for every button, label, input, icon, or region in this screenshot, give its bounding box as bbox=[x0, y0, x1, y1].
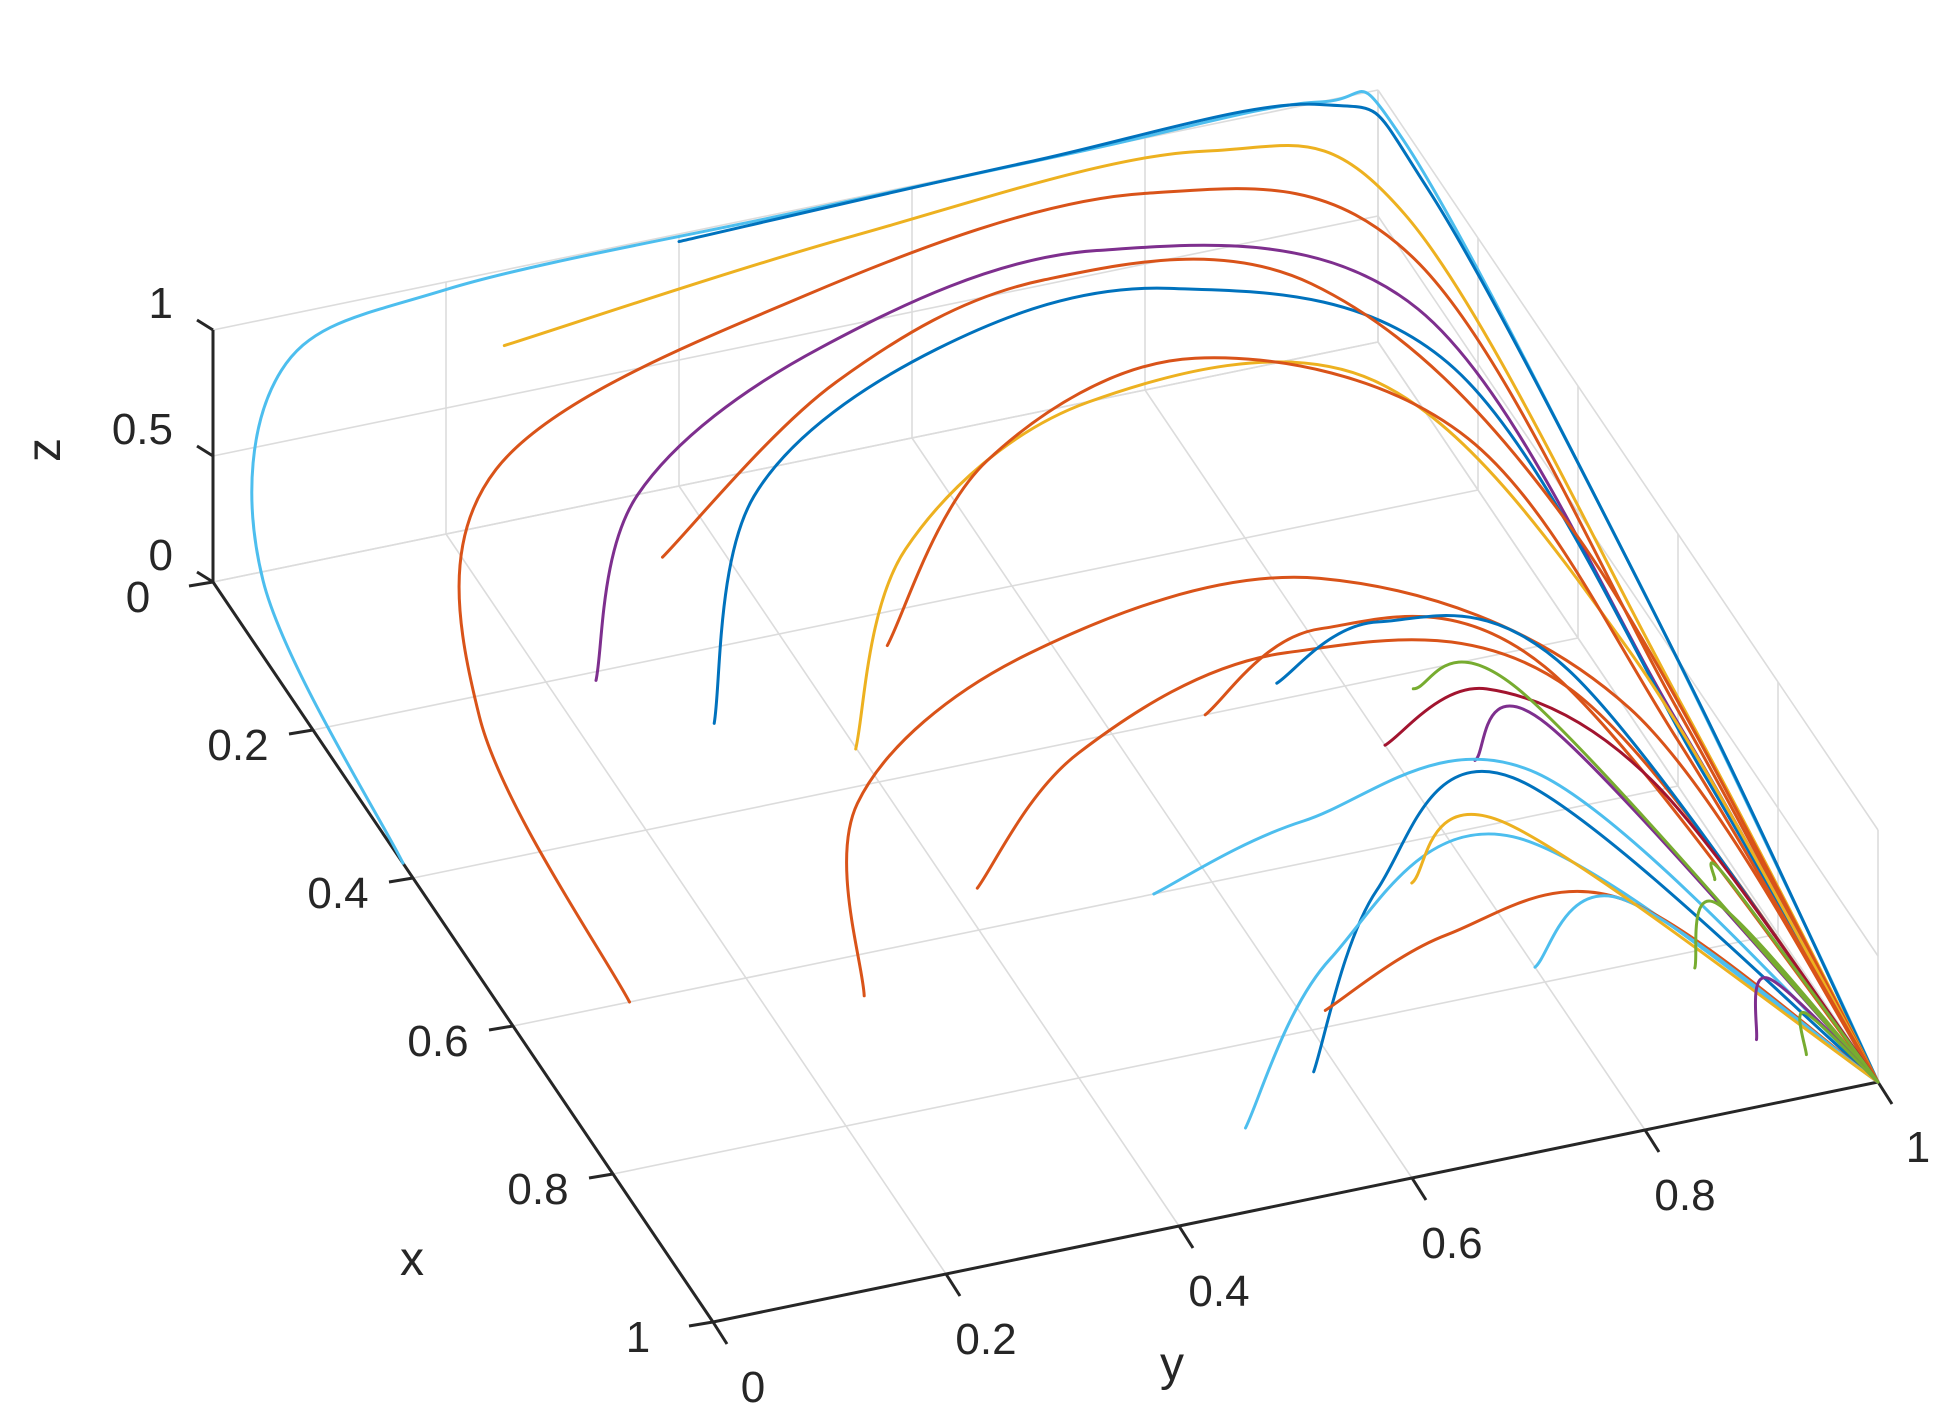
floor-grid-line bbox=[312, 489, 1479, 731]
x-tick-mark bbox=[588, 1172, 614, 1180]
back-wall-grid-line bbox=[212, 89, 1379, 331]
trajectory-line bbox=[661, 257, 1880, 1084]
floor-grid-line bbox=[512, 785, 1679, 1027]
x-tick-mark bbox=[388, 876, 414, 884]
z-axis-title: z bbox=[18, 438, 71, 462]
side-wall-grid-line bbox=[1377, 341, 1879, 1083]
trajectory-line bbox=[1323, 889, 1880, 1084]
x-tick-label: 0.6 bbox=[407, 1017, 468, 1066]
trajectory-line bbox=[1383, 687, 1880, 1084]
trajectory-line bbox=[1693, 899, 1880, 1084]
trajectory-line bbox=[502, 144, 1880, 1084]
trajectory-line bbox=[854, 360, 1880, 1084]
y-tick-label: 0.2 bbox=[955, 1315, 1016, 1364]
z-tick-label: 0.5 bbox=[112, 405, 173, 454]
y-tick-label: 1 bbox=[1906, 1123, 1930, 1172]
x-tick-mark bbox=[488, 1024, 514, 1032]
trajectory-line bbox=[1152, 757, 1880, 1084]
z-tick-mark bbox=[196, 570, 214, 584]
y-tick-mark bbox=[1410, 1177, 1428, 1201]
trajectory-line bbox=[845, 575, 1880, 1084]
y-tick-label: 0.4 bbox=[1188, 1267, 1249, 1316]
side-wall-grid-line bbox=[1377, 215, 1879, 957]
x-tick-mark bbox=[188, 580, 214, 588]
x-tick-mark bbox=[688, 1320, 714, 1328]
x-tick-label: 0.2 bbox=[207, 721, 268, 770]
floor-grid-line bbox=[412, 637, 1579, 879]
trajectory-line bbox=[885, 356, 1880, 1084]
trajectory-line bbox=[1203, 614, 1880, 1084]
floor-grid-line bbox=[445, 533, 947, 1275]
trajectory-line bbox=[1411, 660, 1880, 1084]
x-tick-label: 1 bbox=[626, 1313, 650, 1362]
floor-grid-line bbox=[678, 485, 1180, 1227]
floor-grid-line bbox=[612, 933, 1779, 1175]
x-tick-label: 0.4 bbox=[307, 869, 368, 918]
x-axis-title: x bbox=[400, 1233, 424, 1286]
y-tick-mark bbox=[1643, 1129, 1661, 1153]
y-axis-title: y bbox=[1160, 1338, 1184, 1391]
axes bbox=[188, 318, 1894, 1345]
z-tick-mark bbox=[196, 318, 214, 332]
trajectory-line bbox=[677, 102, 1880, 1084]
trajectory-line bbox=[1798, 1011, 1880, 1084]
trajectory-line bbox=[1244, 832, 1880, 1130]
floor-grid-line bbox=[1144, 389, 1646, 1131]
trajectory-line bbox=[1709, 861, 1880, 1084]
x-tick-label: 0.8 bbox=[507, 1165, 568, 1214]
y-tick-label: 0 bbox=[741, 1363, 765, 1412]
trajectory-line bbox=[1312, 769, 1880, 1084]
y-tick-mark bbox=[944, 1273, 962, 1297]
y-tick-mark bbox=[1177, 1225, 1195, 1249]
trajectory-line bbox=[975, 638, 1880, 1084]
trajectory-line bbox=[712, 286, 1880, 1084]
y-axis-line bbox=[712, 1080, 1879, 1324]
x-tick-mark bbox=[288, 728, 314, 736]
trajectory-line bbox=[250, 89, 1880, 1084]
y-tick-mark bbox=[1876, 1081, 1894, 1105]
z-tick-label: 1 bbox=[149, 279, 173, 328]
floor-grid-line bbox=[911, 437, 1413, 1179]
trajectory-line bbox=[457, 187, 1880, 1084]
side-wall-grid-line bbox=[1377, 89, 1879, 831]
x-tick-label: 0 bbox=[126, 573, 150, 622]
y-tick-mark bbox=[711, 1321, 729, 1345]
y-tick-label: 0.6 bbox=[1421, 1219, 1482, 1268]
back-wall-grid-line bbox=[212, 215, 1379, 457]
y-tick-label: 0.8 bbox=[1654, 1171, 1715, 1220]
tick-labels: 0 0.2 0.4 0.6 0.8 1 0 0.2 0.4 0.6 0.8 1 0 0.5 1 bbox=[112, 279, 1930, 1412]
trajectories bbox=[250, 89, 1880, 1130]
z-tick-mark bbox=[196, 444, 214, 458]
back-wall-grid-line bbox=[212, 341, 1379, 583]
z-tick-label: 0 bbox=[149, 531, 173, 580]
x-axis-line bbox=[211, 581, 715, 1323]
